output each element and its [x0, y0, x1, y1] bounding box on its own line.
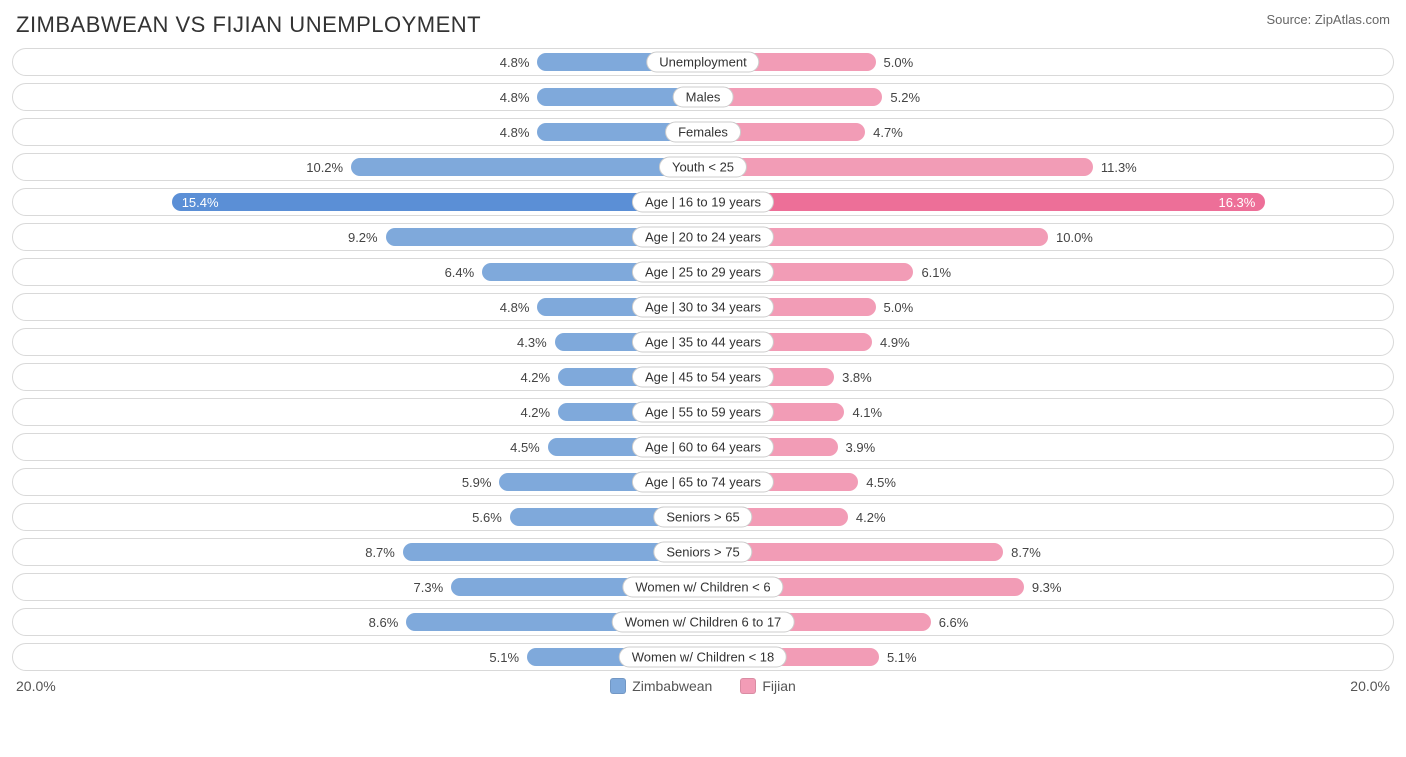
value-label-right: 11.3% — [1093, 154, 1137, 180]
category-label: Age | 30 to 34 years — [632, 297, 774, 318]
category-label: Women w/ Children < 18 — [619, 647, 787, 668]
value-label-left: 8.7% — [365, 539, 403, 565]
value-label-left: 4.2% — [520, 399, 558, 425]
chart-row: 4.3% 4.9% Age | 35 to 44 years — [12, 328, 1394, 356]
value-label-left: 9.2% — [348, 224, 386, 250]
bar-right — [703, 158, 1093, 176]
legend-item-left: Zimbabwean — [610, 678, 712, 694]
value-label-right: 6.1% — [913, 259, 951, 285]
chart-row: 5.6% 4.2% Seniors > 65 — [12, 503, 1394, 531]
value-label-left: 5.1% — [489, 644, 527, 670]
chart-row: 5.9% 4.5% Age | 65 to 74 years — [12, 468, 1394, 496]
legend-swatch-left — [610, 678, 626, 694]
axis-max-left: 20.0% — [16, 678, 56, 694]
chart-row: 15.4%16.3%Age | 16 to 19 years — [12, 188, 1394, 216]
value-label-right: 5.1% — [879, 644, 917, 670]
value-label-right: 4.7% — [865, 119, 903, 145]
category-label: Age | 55 to 59 years — [632, 402, 774, 423]
chart-row: 5.1% 5.1% Women w/ Children < 18 — [12, 643, 1394, 671]
value-label-left: 6.4% — [445, 259, 483, 285]
value-label-left: 10.2% — [306, 154, 351, 180]
value-label-right: 8.7% — [1003, 539, 1041, 565]
legend-label-right: Fijian — [762, 678, 795, 694]
legend-item-right: Fijian — [740, 678, 795, 694]
chart-row: 10.2% 11.3% Youth < 25 — [12, 153, 1394, 181]
category-label: Unemployment — [646, 52, 759, 73]
value-label-left: 4.8% — [500, 49, 538, 75]
chart-row: 4.8% 5.0% Age | 30 to 34 years — [12, 293, 1394, 321]
category-label: Males — [673, 87, 734, 108]
category-label: Age | 65 to 74 years — [632, 472, 774, 493]
category-label: Women w/ Children 6 to 17 — [612, 612, 795, 633]
chart-footer: 20.0% Zimbabwean Fijian 20.0% — [12, 678, 1394, 694]
chart-row: 4.5% 3.9% Age | 60 to 64 years — [12, 433, 1394, 461]
value-label-left: 4.2% — [520, 364, 558, 390]
category-label: Age | 45 to 54 years — [632, 367, 774, 388]
value-label-right: 4.5% — [858, 469, 896, 495]
chart-row: 8.7% 8.7% Seniors > 75 — [12, 538, 1394, 566]
value-label-right: 5.0% — [876, 294, 914, 320]
chart-source: Source: ZipAtlas.com — [1266, 12, 1390, 27]
value-label-right: 6.6% — [931, 609, 969, 635]
value-label-left: 8.6% — [369, 609, 407, 635]
value-label-left: 15.4% — [172, 189, 703, 215]
category-label: Age | 20 to 24 years — [632, 227, 774, 248]
butterfly-chart: 4.8% 5.0% Unemployment 4.8% 5.2% Males 4.8% 4.7… — [12, 48, 1394, 671]
chart-row: 4.2% 4.1% Age | 55 to 59 years — [12, 398, 1394, 426]
value-label-left: 7.3% — [414, 574, 452, 600]
value-label-left: 4.8% — [500, 119, 538, 145]
chart-header: ZIMBABWEAN VS FIJIAN UNEMPLOYMENT Source… — [12, 12, 1394, 38]
value-label-right: 9.3% — [1024, 574, 1062, 600]
value-label-right: 5.0% — [876, 49, 914, 75]
chart-title: ZIMBABWEAN VS FIJIAN UNEMPLOYMENT — [16, 12, 481, 38]
category-label: Seniors > 65 — [653, 507, 752, 528]
value-label-right: 4.1% — [844, 399, 882, 425]
chart-row: 8.6% 6.6% Women w/ Children 6 to 17 — [12, 608, 1394, 636]
value-label-left: 4.8% — [500, 294, 538, 320]
legend: Zimbabwean Fijian — [56, 678, 1351, 694]
chart-row: 9.2% 10.0% Age | 20 to 24 years — [12, 223, 1394, 251]
chart-row: 4.2% 3.8% Age | 45 to 54 years — [12, 363, 1394, 391]
value-label-right: 3.8% — [834, 364, 872, 390]
value-label-right: 4.9% — [872, 329, 910, 355]
category-label: Youth < 25 — [659, 157, 747, 178]
bar-left — [351, 158, 703, 176]
value-label-right: 10.0% — [1048, 224, 1093, 250]
category-label: Women w/ Children < 6 — [622, 577, 783, 598]
chart-row: 4.8% 5.2% Males — [12, 83, 1394, 111]
chart-row: 7.3% 9.3% Women w/ Children < 6 — [12, 573, 1394, 601]
chart-row: 4.8% 4.7% Females — [12, 118, 1394, 146]
chart-row: 4.8% 5.0% Unemployment — [12, 48, 1394, 76]
category-label: Age | 35 to 44 years — [632, 332, 774, 353]
value-label-left: 4.8% — [500, 84, 538, 110]
category-label: Age | 16 to 19 years — [632, 192, 774, 213]
value-label-right: 5.2% — [882, 84, 920, 110]
value-label-right: 3.9% — [838, 434, 876, 460]
legend-label-left: Zimbabwean — [632, 678, 712, 694]
value-label-right: 16.3% — [703, 189, 1265, 215]
legend-swatch-right — [740, 678, 756, 694]
category-label: Females — [665, 122, 741, 143]
category-label: Seniors > 75 — [653, 542, 752, 563]
value-label-left: 4.5% — [510, 434, 548, 460]
value-label-left: 5.9% — [462, 469, 500, 495]
axis-max-right: 20.0% — [1350, 678, 1390, 694]
category-label: Age | 25 to 29 years — [632, 262, 774, 283]
value-label-left: 5.6% — [472, 504, 510, 530]
chart-row: 6.4% 6.1% Age | 25 to 29 years — [12, 258, 1394, 286]
value-label-right: 4.2% — [848, 504, 886, 530]
value-label-left: 4.3% — [517, 329, 555, 355]
category-label: Age | 60 to 64 years — [632, 437, 774, 458]
